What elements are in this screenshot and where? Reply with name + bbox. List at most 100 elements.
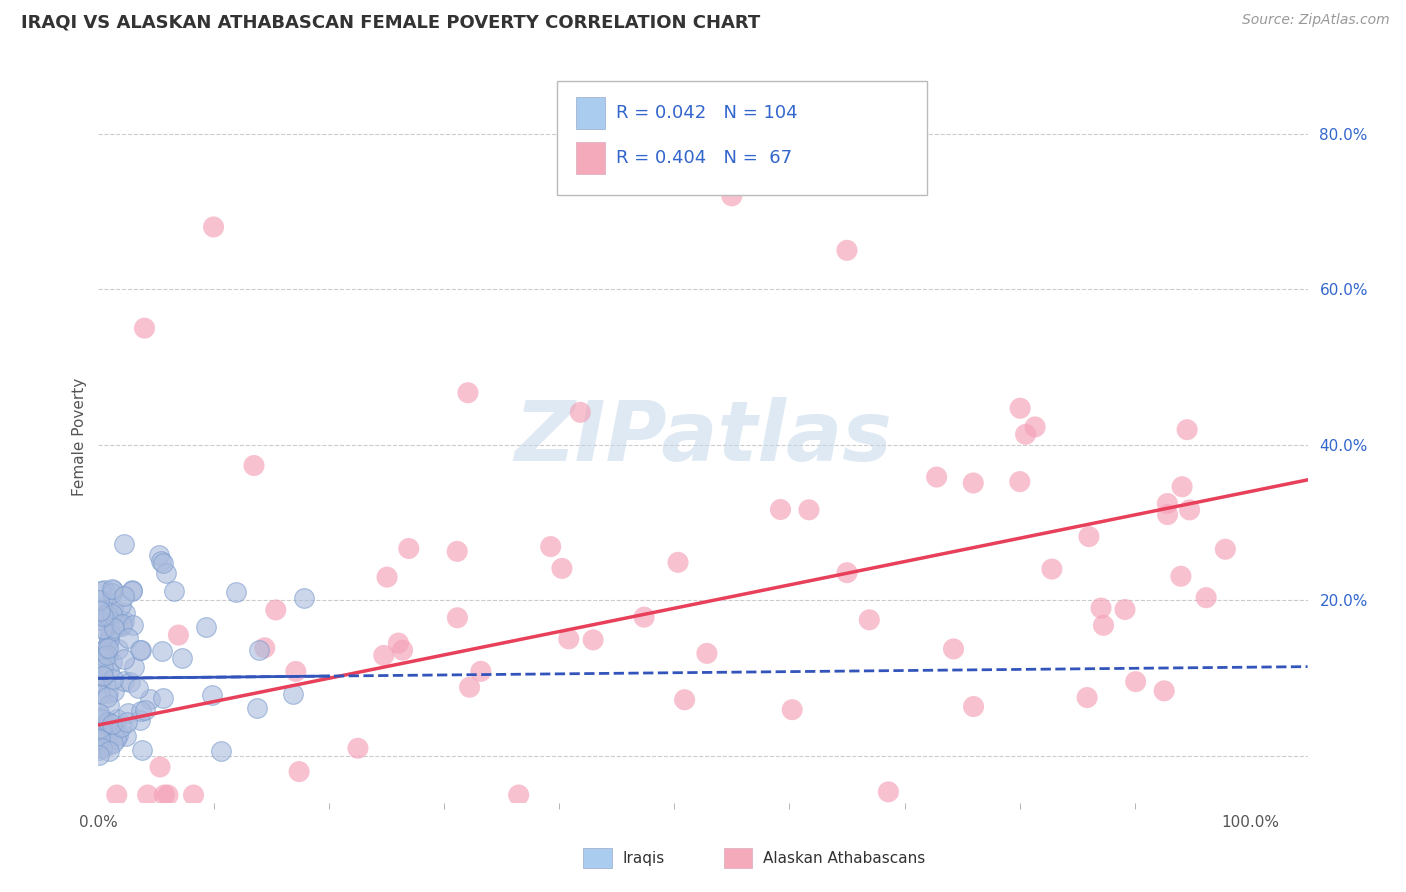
Point (446, 544, 468, 558)
Point (347, 741, 370, 756)
Point (121, 583, 143, 598)
Point (97, 686, 120, 700)
Point (1040, 562, 1063, 576)
Point (98, 698, 121, 712)
Point (128, 642, 150, 657)
Point (98, 633, 121, 648)
Point (127, 681, 149, 695)
Point (551, 561, 574, 575)
Point (835, 244, 858, 258)
Text: IRAQI VS ALASKAN ATHABASCAN FEMALE POVERTY CORRELATION CHART: IRAQI VS ALASKAN ATHABASCAN FEMALE POVER… (21, 13, 761, 31)
Point (96, 608, 118, 623)
Point (1175, 423, 1198, 437)
Point (1077, 530, 1099, 544)
Point (101, 582, 124, 596)
Point (1114, 602, 1136, 616)
Point (96, 648, 118, 662)
Point (1156, 497, 1178, 511)
Point (696, 647, 718, 661)
Point (101, 601, 124, 615)
Point (96, 690, 118, 705)
Point (243, 458, 266, 473)
Point (97, 632, 120, 647)
Point (155, 566, 177, 580)
Point (89, 743, 111, 757)
Point (1125, 674, 1147, 689)
Point (148, 548, 170, 562)
Point (112, 537, 135, 551)
Point (97, 715, 120, 730)
Point (101, 672, 124, 686)
Point (89, 687, 111, 701)
Point (294, 591, 316, 605)
Point (163, 583, 186, 598)
Point (170, 651, 193, 665)
Point (398, 541, 420, 556)
Point (93, 583, 115, 598)
Point (558, 632, 581, 646)
Point (375, 570, 398, 584)
Point (89, 674, 111, 689)
Point (247, 643, 270, 657)
Point (111, 617, 134, 632)
Point (194, 619, 217, 633)
Point (962, 475, 984, 490)
Point (105, 788, 128, 802)
Point (1170, 569, 1192, 583)
Point (225, 585, 247, 599)
Point (183, 788, 205, 802)
Point (105, 732, 128, 747)
Point (107, 642, 129, 657)
Point (167, 628, 190, 642)
Point (89, 604, 111, 618)
Text: R = 0.404   N =  67: R = 0.404 N = 67 (616, 149, 792, 167)
Point (1076, 690, 1098, 705)
Text: ZIPatlas: ZIPatlas (515, 397, 891, 477)
Point (97, 738, 120, 752)
Point (117, 714, 139, 729)
Point (122, 617, 145, 632)
Point (1090, 601, 1112, 615)
Point (288, 764, 311, 779)
Point (373, 648, 395, 663)
Point (152, 690, 174, 705)
Point (1153, 683, 1175, 698)
Point (201, 688, 224, 702)
Point (245, 701, 267, 715)
Point (582, 632, 605, 647)
Point (149, 760, 172, 774)
Point (89, 731, 111, 746)
Point (107, 728, 129, 742)
Point (91, 732, 114, 747)
Point (96, 717, 118, 731)
Point (156, 788, 179, 802)
Point (925, 470, 948, 484)
Point (508, 788, 530, 802)
Point (1010, 401, 1032, 416)
Point (89, 613, 111, 627)
Point (103, 684, 125, 698)
Point (209, 744, 232, 758)
Point (797, 503, 820, 517)
Point (115, 730, 138, 744)
Point (111, 619, 134, 633)
Point (114, 606, 136, 620)
Point (1024, 420, 1046, 434)
Point (89, 644, 111, 658)
Point (666, 555, 689, 569)
Point (100, 607, 122, 622)
Point (120, 674, 142, 689)
Point (284, 665, 307, 679)
Point (93, 622, 115, 636)
Point (134, 321, 156, 335)
Point (90, 741, 112, 756)
Point (858, 613, 880, 627)
Point (457, 385, 479, 400)
Point (136, 788, 159, 802)
Point (97, 604, 120, 618)
Point (105, 712, 128, 726)
Point (202, 219, 225, 234)
Point (264, 603, 287, 617)
Y-axis label: Female Poverty: Female Poverty (72, 378, 87, 496)
Point (633, 610, 655, 624)
